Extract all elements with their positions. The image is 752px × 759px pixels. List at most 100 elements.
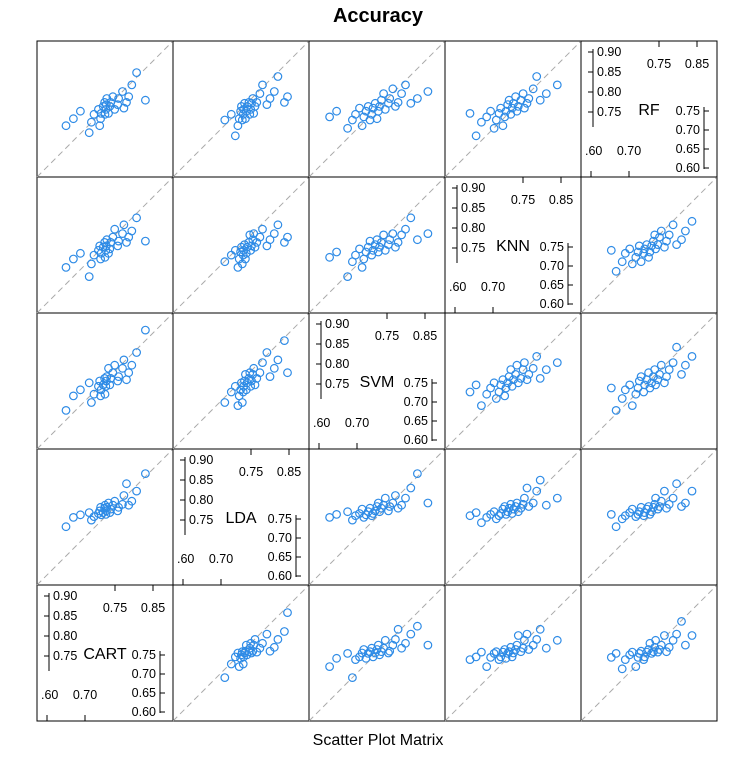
data-point — [75, 248, 85, 258]
data-point — [373, 247, 383, 257]
tick-label: 0.75 — [132, 648, 156, 662]
data-point — [86, 259, 96, 269]
tick-label: 0.70 — [209, 552, 233, 566]
data-point — [119, 355, 129, 365]
data-point — [105, 101, 115, 111]
tick-label: 0.70 — [404, 395, 428, 409]
data-point — [68, 391, 78, 401]
data-point — [105, 508, 115, 517]
data-point — [265, 235, 275, 245]
data-point — [513, 378, 523, 388]
data-point — [656, 226, 666, 236]
panel-rf-rf: RF 0.90 0.85 0.80 0.75 0.75 0.70 0.65 0.60 0.75 0.… — [580, 40, 718, 178]
data-point — [486, 106, 496, 116]
data-point — [653, 647, 663, 657]
data-point — [384, 98, 393, 108]
data-point — [627, 259, 637, 269]
data-point — [343, 649, 353, 658]
tick-label: 0.70 — [676, 123, 700, 137]
data-point — [498, 121, 508, 131]
data-point — [104, 498, 113, 508]
data-point — [325, 662, 335, 671]
panel-knn-svm — [308, 176, 446, 314]
data-point — [681, 640, 690, 650]
panel-svm-lda — [172, 312, 310, 450]
data-point — [532, 72, 542, 81]
reference-line — [36, 312, 174, 450]
data-point — [532, 352, 542, 361]
data-point — [110, 496, 120, 506]
data-point — [132, 348, 142, 357]
data-point — [140, 325, 150, 335]
tick-label: 0.70 — [132, 667, 156, 681]
tick-label: .60 — [449, 280, 466, 294]
data-point — [105, 244, 115, 254]
tick-label: 0.75 — [404, 376, 428, 390]
data-point — [283, 232, 292, 242]
data-point — [477, 647, 486, 657]
data-point — [516, 374, 526, 383]
data-point — [61, 522, 71, 532]
tick-label: .60 — [177, 552, 194, 566]
data-point — [75, 385, 85, 395]
data-point — [522, 98, 532, 108]
matrix-panels: CART 0.90 0.85 0.80 0.75 0.75 0.70 0.65 0.60 0.75… — [36, 40, 718, 722]
data-point — [520, 103, 529, 113]
tick-label: 0.75 — [540, 240, 564, 254]
data-point — [606, 245, 616, 255]
data-point — [687, 631, 697, 640]
data-point — [273, 355, 283, 365]
data-point — [379, 230, 389, 240]
data-point — [110, 224, 120, 234]
data-point — [96, 114, 105, 124]
panel-rf-cart — [36, 40, 174, 178]
data-point — [255, 368, 265, 378]
data-point — [384, 648, 393, 658]
panel-lda-svm — [308, 448, 446, 586]
data-point — [642, 240, 652, 250]
data-point — [512, 360, 522, 370]
data-point — [393, 237, 403, 247]
data-point — [397, 89, 407, 98]
data-point — [118, 87, 127, 96]
tick-label: 0.80 — [461, 221, 485, 235]
variable-name: KNN — [496, 238, 530, 255]
data-point — [620, 511, 630, 521]
reference-line — [172, 176, 310, 314]
data-point — [677, 235, 686, 245]
tick-label: 0.75 — [676, 104, 700, 118]
variable-name: RF — [638, 102, 660, 119]
data-point — [357, 263, 367, 272]
data-point — [108, 92, 118, 102]
data-point — [393, 624, 403, 634]
data-point — [528, 498, 538, 508]
tick-label: 0.75 — [239, 465, 263, 479]
data-point — [687, 352, 697, 361]
data-point — [245, 230, 255, 240]
data-point — [226, 387, 236, 397]
data-point — [465, 108, 475, 118]
data-point — [606, 653, 616, 662]
data-point — [262, 629, 272, 639]
data-point — [524, 370, 534, 379]
data-point — [240, 254, 250, 264]
data-point — [552, 80, 562, 90]
panel-rf-lda — [172, 40, 310, 178]
tick-label: .60 — [313, 416, 330, 430]
tick-label: 0.65 — [404, 414, 428, 428]
panel-knn-rf — [580, 176, 718, 314]
data-point — [86, 398, 96, 407]
data-point — [656, 360, 666, 370]
data-point — [68, 254, 78, 264]
data-point — [247, 648, 256, 658]
data-point — [631, 662, 641, 671]
tick-label: 0.80 — [597, 85, 621, 99]
data-point — [681, 498, 690, 508]
data-point — [348, 515, 357, 525]
reference-line — [308, 448, 446, 586]
tick-label: 0.85 — [597, 65, 621, 79]
tick-label: 0.60 — [268, 569, 292, 583]
reference-line — [172, 312, 310, 450]
data-point — [664, 499, 674, 509]
data-point — [75, 106, 85, 116]
